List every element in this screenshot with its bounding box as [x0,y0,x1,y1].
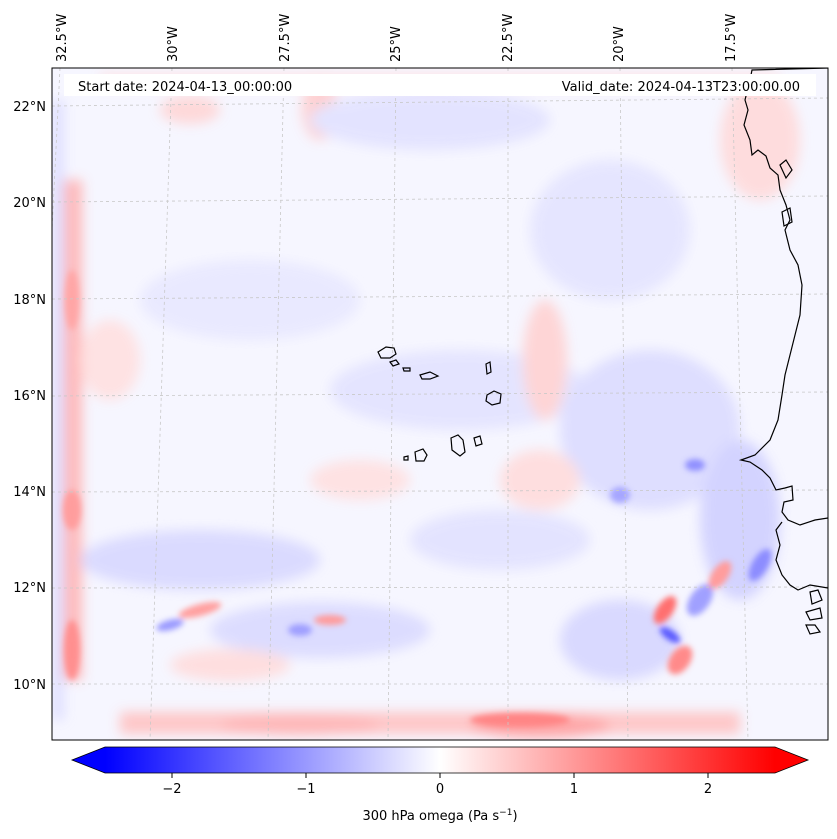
colorbar-tick-label: 1 [570,782,578,797]
lat-label: 22°N [13,100,46,115]
lat-label: 14°N [13,485,46,500]
valid-date-text: Valid_date: 2024-04-13T23:00:00.00 [562,80,800,95]
colorbar-outline [70,746,810,774]
info-bar [64,74,816,96]
colorbar-max-extend [775,747,808,773]
lon-label: 30°W [166,26,181,62]
omega-field: Start date: 2024-04-13_00:00:00 Valid_da… [52,68,828,740]
longitude-labels: 32.5°W 30°W 27.5°W 25°W 22.5°W 20°W 17.5… [55,14,739,62]
latitude-labels: 22°N 20°N 18°N 16°N 14°N 12°N 10°N [13,100,46,693]
lon-label: 32.5°W [55,14,70,62]
gridlines [52,68,828,740]
lat-label: 12°N [13,581,46,596]
colorbar-gradient [105,747,775,773]
lon-label: 27.5°W [278,14,293,62]
colorbar-tick-label: 0 [436,782,444,797]
lon-label: 25°W [389,26,404,62]
colorbar-min-extend [72,747,105,773]
african-coastline [738,68,828,635]
colorbar-tick-label: −1 [296,782,315,797]
colorbar-tick-label: −2 [162,782,181,797]
lon-label: 22.5°W [501,14,516,62]
map-frame [51,67,829,741]
lon-label: 20°W [612,26,627,62]
cape-verde-islands [377,346,502,462]
lat-label: 16°N [13,389,46,404]
colorbar-ticks: −2 −1 0 1 2 [162,773,712,797]
lat-label: 20°N [13,196,46,211]
start-date-text: Start date: 2024-04-13_00:00:00 [78,80,292,95]
colorbar-label: 300 hPa omega (Pa s−1) [362,808,517,824]
colorbar: −2 −1 0 1 2 300 hPa omega (Pa s−1) [70,746,810,824]
colorbar-tick-label: 2 [704,782,712,797]
lon-label: 17.5°W [724,14,739,62]
lat-label: 10°N [13,678,46,693]
lat-label: 18°N [13,293,46,308]
